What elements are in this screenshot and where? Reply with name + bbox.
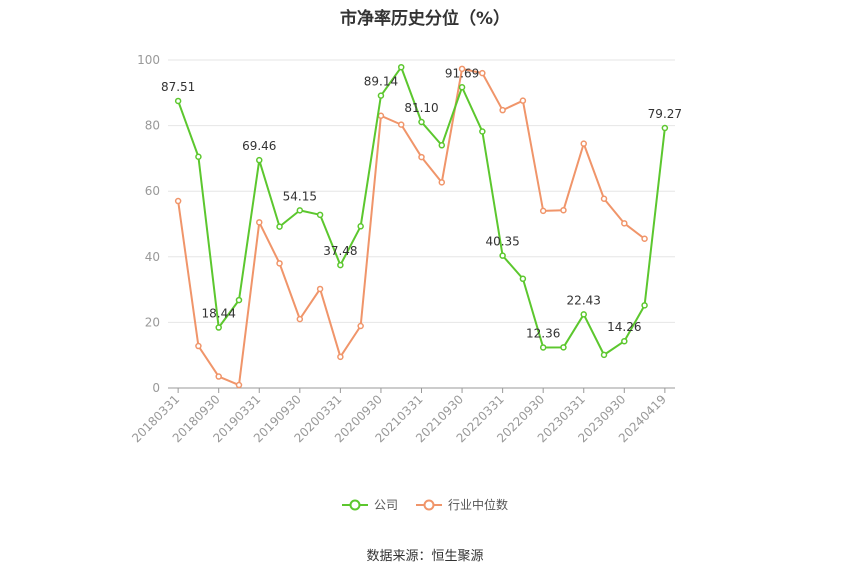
- company-data-point[interactable]: [641, 302, 648, 309]
- company-data-label: 18.44: [202, 307, 236, 321]
- data-labels: 87.51 18.44 69.46 54.15 37.48 89.14 81.10 91.69…: [161, 66, 682, 340]
- company-data-point[interactable]: [539, 344, 547, 351]
- industry-median-data-point[interactable]: [337, 353, 344, 361]
- company-data-point[interactable]: [316, 211, 324, 219]
- company-data-point[interactable]: [235, 296, 243, 304]
- legend-company-marker-icon: [341, 499, 368, 510]
- industry-median-data-point[interactable]: [195, 342, 202, 350]
- industry-median-data-point[interactable]: [357, 322, 364, 330]
- data-source-note: 数据来源：恒生聚源: [366, 549, 484, 564]
- company-data-label: 81.10: [404, 101, 438, 115]
- company-data-point[interactable]: [256, 156, 263, 164]
- company-data-point[interactable]: [418, 118, 425, 126]
- company-data-point[interactable]: [621, 337, 628, 345]
- industry-median-data-point[interactable]: [641, 235, 648, 243]
- y-tick-label: 100: [137, 53, 160, 67]
- y-tick-label: 0: [152, 381, 160, 395]
- industry-median-data-point[interactable]: [560, 206, 567, 214]
- company-data-point[interactable]: [458, 84, 466, 91]
- industry-median-data-point[interactable]: [174, 197, 182, 205]
- y-tick-label: 20: [145, 315, 160, 329]
- company-data-point[interactable]: [357, 223, 364, 230]
- company-data-point[interactable]: [215, 324, 222, 331]
- industry-median-data-point[interactable]: [418, 153, 425, 161]
- industry-median-series-line: [177, 67, 646, 387]
- industry-median-data-point[interactable]: [296, 315, 304, 323]
- company-data-point[interactable]: [560, 344, 567, 351]
- company-data-point[interactable]: [499, 252, 506, 259]
- industry-median-data-point[interactable]: [438, 179, 446, 186]
- company-data-point[interactable]: [580, 311, 587, 318]
- grid-lines: [168, 59, 675, 323]
- company-data-label: 87.51: [161, 80, 195, 94]
- industry-median-data-point[interactable]: [377, 112, 385, 120]
- y-tick-label: 40: [145, 250, 160, 264]
- industry-median-data-point[interactable]: [539, 207, 547, 215]
- company-data-point[interactable]: [377, 92, 385, 99]
- industry-median-data-point[interactable]: [215, 373, 222, 380]
- company-data-label: 79.27: [648, 107, 682, 121]
- company-data-label: 14.26: [607, 320, 641, 334]
- industry-median-data-point[interactable]: [580, 140, 587, 147]
- company-data-point[interactable]: [661, 124, 669, 132]
- industry-median-data-point[interactable]: [276, 260, 283, 267]
- industry-median-data-point[interactable]: [499, 106, 506, 114]
- industry-median-data-point[interactable]: [600, 195, 608, 202]
- company-data-label: 89.14: [364, 75, 398, 89]
- company-data-point[interactable]: [397, 63, 405, 71]
- company-data-label: 91.69: [445, 66, 479, 80]
- company-data-point[interactable]: [479, 128, 486, 135]
- company-data-label: 40.35: [485, 235, 519, 249]
- company-data-point[interactable]: [195, 153, 202, 161]
- company-data-point[interactable]: [600, 351, 608, 359]
- series-lines: [174, 63, 669, 389]
- company-data-label: 54.15: [283, 189, 317, 203]
- company-data-point[interactable]: [337, 261, 344, 269]
- company-data-point[interactable]: [519, 275, 527, 283]
- company-data-point[interactable]: [296, 207, 304, 214]
- company-data-label: 37.48: [323, 244, 357, 258]
- industry-median-data-point[interactable]: [519, 97, 527, 104]
- industry-median-data-point[interactable]: [256, 219, 263, 226]
- company-data-label: 69.46: [242, 139, 276, 153]
- industry-median-data-point[interactable]: [458, 65, 466, 73]
- industry-median-data-point[interactable]: [479, 69, 486, 77]
- industry-median-data-point[interactable]: [397, 121, 405, 128]
- industry-median-data-point[interactable]: [316, 285, 324, 293]
- company-data-point[interactable]: [174, 97, 182, 105]
- company-data-point[interactable]: [438, 142, 446, 149]
- company-data-label: 12.36: [526, 326, 560, 340]
- company-data-label: 22.43: [567, 293, 601, 307]
- industry-median-data-point[interactable]: [235, 381, 243, 389]
- legend: 公司 行业中位数: [0, 496, 850, 513]
- y-tick-label: 80: [145, 119, 160, 133]
- legend-industry-marker-icon: [416, 499, 442, 510]
- company-data-point[interactable]: [276, 223, 283, 230]
- x-axis: 2018033120180930201903312019093020200331…: [129, 387, 675, 445]
- industry-median-data-point[interactable]: [621, 220, 628, 227]
- legend-label-industry-median: 行业中位数: [448, 498, 509, 512]
- y-tick-label: 60: [145, 184, 160, 198]
- y-axis: 0 20 40 60 80 100: [137, 53, 160, 395]
- legend-item-industry-median[interactable]: 行业中位数: [416, 496, 508, 513]
- legend-item-company[interactable]: 公司: [341, 496, 398, 513]
- line-chart: 0 20 40 60 80 100 201803312018093020190331201…: [129, 53, 682, 445]
- chart-title: 市净率历史分位（%）: [339, 9, 511, 29]
- legend-label-company: 公司: [373, 498, 398, 512]
